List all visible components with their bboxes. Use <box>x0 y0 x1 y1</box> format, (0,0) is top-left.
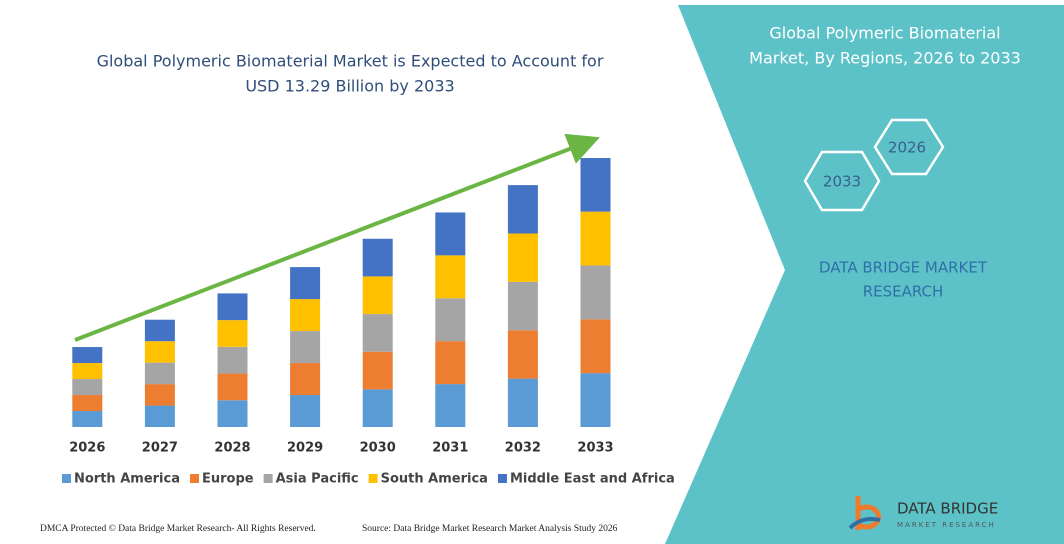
hexagon <box>803 150 881 212</box>
bar-segment <box>435 255 466 299</box>
plot: 2026 2027 2028 2029 2030 2031 2032 2033 North Am… <box>62 158 675 487</box>
bar-segment <box>144 341 175 363</box>
x-tick-label: 2030 <box>360 441 396 456</box>
bar-segment <box>144 405 175 427</box>
legend-swatch <box>62 474 71 483</box>
bar-segment <box>290 395 321 427</box>
trend-arrow <box>74 133 600 342</box>
bar-segment <box>362 351 393 390</box>
bar-segment <box>435 341 466 385</box>
footer-source: Source: Data Bridge Market Research Mark… <box>362 524 618 534</box>
footer-copyright: DMCA Protected © Data Bridge Market Rese… <box>40 523 316 534</box>
legend-label: Asia Pacific <box>276 472 359 487</box>
panel-brand-line-1: DATA BRIDGE MARKET <box>819 259 988 277</box>
bar-segment <box>435 384 466 427</box>
bar-segment <box>144 384 175 406</box>
chart-title-line-2: USD 13.29 Billion by 2033 <box>245 77 454 96</box>
bar-segment <box>362 314 393 352</box>
logo: DATA BRIDGE MARKET RESEARCH <box>848 496 998 530</box>
x-tick-label: 2033 <box>577 441 613 456</box>
legend-swatch <box>497 474 507 483</box>
bar-segment <box>217 400 248 427</box>
chart-title-line-1: Global Polymeric Biomaterial Market is E… <box>97 52 604 71</box>
x-tick-label: 2027 <box>142 441 178 456</box>
legend-swatch <box>190 474 199 483</box>
bar-segment <box>580 265 611 320</box>
x-tick-label: 2031 <box>432 441 468 456</box>
bar-segment <box>72 395 103 412</box>
bar-segment <box>507 330 538 379</box>
bar-segment <box>507 185 538 234</box>
bar-segment <box>72 363 103 380</box>
panel-title-line-1: Global Polymeric Biomaterial <box>769 24 1000 43</box>
bar-segment <box>72 379 103 396</box>
bar-segment <box>217 293 248 321</box>
legend-label: Middle East and Africa <box>510 472 675 487</box>
bar-segment <box>290 267 321 300</box>
bar-segment <box>362 276 393 315</box>
legend-label: South America <box>381 472 488 487</box>
hexagon-label: 2033 <box>823 173 861 191</box>
hexagon-label: 2026 <box>888 139 926 157</box>
bar-segment <box>507 378 538 427</box>
bar-segment <box>72 411 103 427</box>
logo-name: DATA BRIDGE <box>897 500 998 518</box>
x-tick-label: 2032 <box>505 441 541 456</box>
bar-segment <box>507 281 538 331</box>
legend-label: Europe <box>202 472 254 487</box>
bar-segment <box>580 211 611 266</box>
panel-brand-line-2: RESEARCH <box>863 283 944 301</box>
bar-segment <box>580 319 611 374</box>
hexagon <box>873 118 945 176</box>
legend-swatch <box>263 474 273 483</box>
bar-segment <box>507 233 538 282</box>
x-tick-label: 2029 <box>287 441 323 456</box>
bar-segment <box>217 320 248 347</box>
bar-segment <box>290 299 321 332</box>
x-tick-label: 2026 <box>69 441 105 456</box>
bar-segment <box>580 373 611 427</box>
bar-segment <box>144 362 175 385</box>
bar-segment <box>435 298 466 342</box>
bar-segment <box>362 389 393 427</box>
side-panel <box>665 5 1064 544</box>
bar-segment <box>290 331 321 364</box>
panel-title-line-2: Market, By Regions, 2026 to 2033 <box>749 49 1021 68</box>
bar-segment <box>580 158 611 212</box>
x-tick-label: 2028 <box>214 441 250 456</box>
bar-segment <box>72 347 103 364</box>
bar-segment <box>290 363 321 396</box>
logo-tagline: MARKET RESEARCH <box>897 521 996 529</box>
bar-segment <box>217 346 248 374</box>
bar-segment <box>217 373 248 401</box>
legend-swatch <box>368 474 378 483</box>
bar-segment <box>435 212 466 256</box>
bar-segment <box>362 238 393 277</box>
bar-segment <box>144 319 175 342</box>
legend-label: North America <box>74 472 180 487</box>
